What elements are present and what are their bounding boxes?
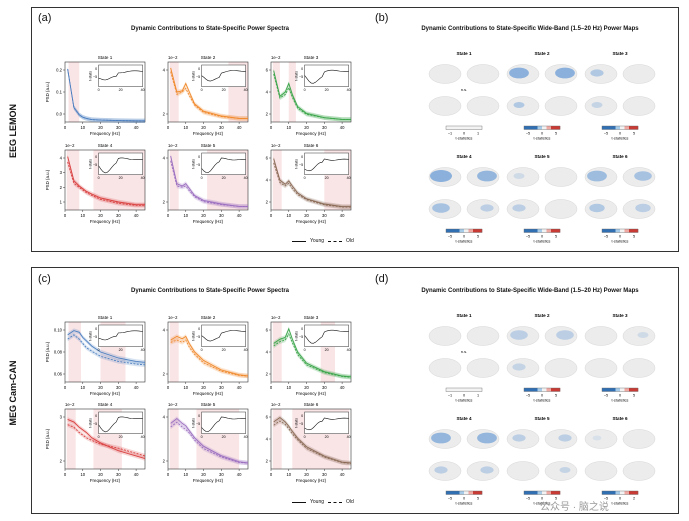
panel-box-eeg — [31, 7, 679, 252]
panel-letter-a: (a) — [38, 12, 52, 24]
panel-letter-b: (b) — [375, 12, 389, 24]
panel-letter-c: (c) — [38, 273, 51, 285]
legend-meg: Young Old — [292, 499, 354, 505]
legend-old-line — [328, 240, 342, 242]
legend-old-label: Old — [346, 238, 354, 244]
row-label-meg: MEG Cam-CAN — [8, 360, 18, 426]
legend-young-label: Young — [310, 499, 324, 505]
maps-title-b: Dynamic Contributions to State-Specific … — [421, 26, 639, 32]
legend-young-line — [292, 501, 306, 503]
legend-old-label: Old — [346, 499, 354, 505]
panel-letter-d: (d) — [375, 273, 389, 285]
spectra-title-c: Dynamic Contributions to State-Specific … — [130, 288, 290, 294]
legend-old-line — [328, 501, 342, 503]
watermark: 公众号 · 脑之说 — [540, 502, 609, 513]
legend-eeg: Young Old — [292, 238, 354, 244]
legend-young-label: Young — [310, 238, 324, 244]
legend-young-line — [292, 240, 306, 242]
panel-box-meg — [31, 267, 679, 514]
maps-title-d: Dynamic Contributions to State-Specific … — [421, 288, 639, 294]
spectra-title-a: Dynamic Contributions to State-Specific … — [130, 26, 290, 32]
row-label-eeg: EEG LEMON — [8, 104, 18, 159]
